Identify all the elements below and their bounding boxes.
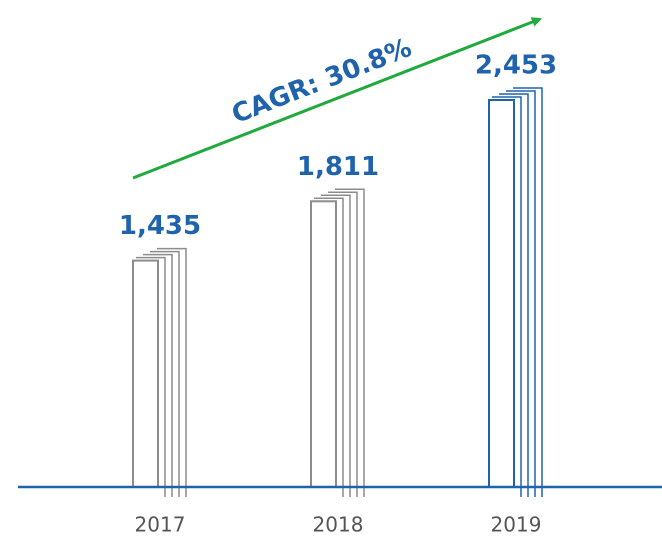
- value-label: 2,453: [475, 51, 557, 81]
- bars: [132, 87, 543, 497]
- bar: [488, 99, 515, 488]
- bar: [310, 200, 337, 488]
- x-tick-label: 2019: [491, 513, 542, 537]
- x-tick-label: 2017: [135, 513, 186, 537]
- cagr-arrow: [132, 17, 542, 180]
- value-label: 1,435: [119, 211, 201, 241]
- value-label: 1,811: [297, 152, 379, 182]
- cagr-label: CAGR: 30.8%: [228, 33, 416, 130]
- x-tick-label: 2018: [313, 513, 364, 537]
- bar: [132, 259, 159, 488]
